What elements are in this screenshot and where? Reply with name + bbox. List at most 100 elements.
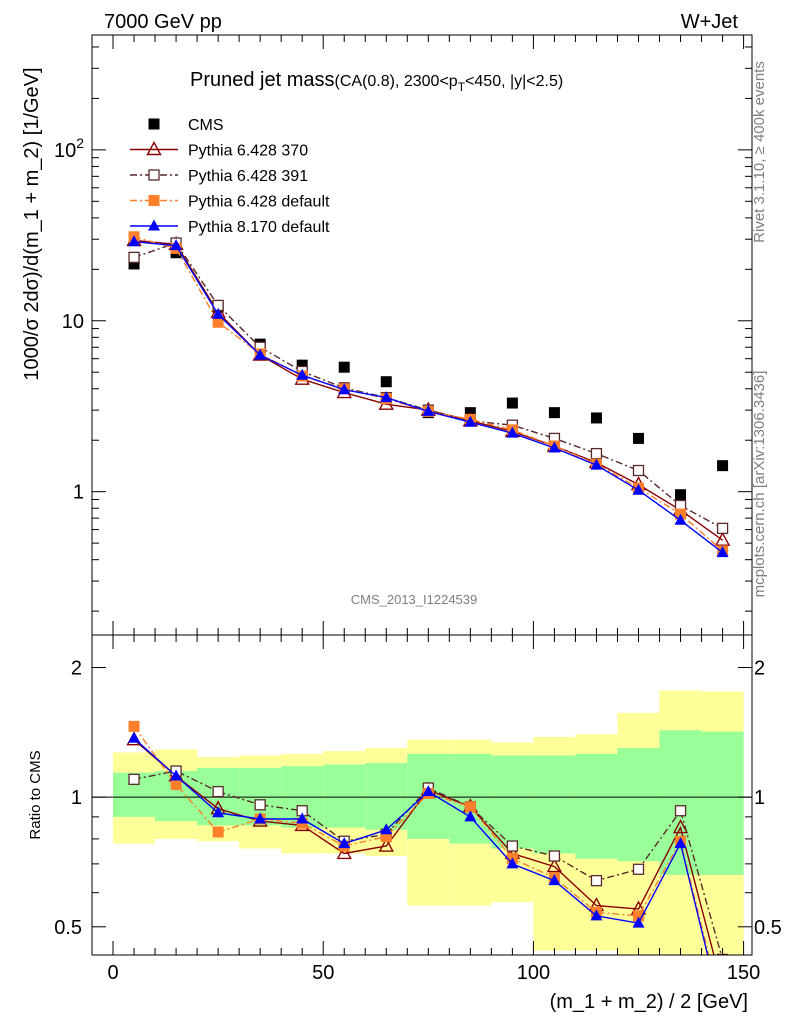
- ratio-y-tick-label-right: 0.5: [754, 917, 782, 939]
- ratio-band-inner: [365, 763, 408, 830]
- ratio-data-point: [338, 837, 351, 849]
- main-y-tick-label: 102: [54, 135, 84, 162]
- main-series-line: [133, 239, 724, 541]
- ratio-data-point: [212, 785, 224, 798]
- legend-label: Pythia 6.428 default: [188, 194, 330, 211]
- ratio-data-point: [674, 805, 687, 817]
- ratio-x-tick-label: 50: [312, 962, 334, 984]
- main-data-point: [338, 383, 351, 395]
- ratio-data-point: [212, 826, 224, 838]
- ratio-data-point: [506, 840, 519, 852]
- ratio-band-inner: [533, 755, 576, 854]
- legend-item: CMS: [148, 117, 224, 134]
- main-data-point: [716, 546, 729, 558]
- ratio-y-tick-label: 1: [71, 787, 82, 809]
- ratio-bands: [113, 690, 744, 955]
- ratio-data-point: [170, 779, 182, 791]
- ratio-data-point: [254, 799, 266, 811]
- main-series-cms: [128, 247, 729, 501]
- ratio-data-point: [632, 910, 644, 922]
- ratio-data-point: [380, 823, 393, 835]
- main-data-point: [632, 464, 645, 477]
- ratio-data-point: [128, 773, 140, 785]
- ratio-y-tick-label: 2: [71, 658, 82, 680]
- legend-item: Pythia 8.170 default: [130, 219, 330, 236]
- main-data-point: [548, 407, 560, 419]
- main-y-tick-label-exponent: 2: [76, 135, 84, 151]
- ratio-data-point: [546, 858, 563, 873]
- ratio-xlabel: (m_1 + m_2) / 2 [GeV]: [550, 991, 748, 1013]
- ratio-data-point: [422, 785, 435, 797]
- main-data-point: [296, 359, 308, 371]
- main-data-point: [590, 412, 602, 424]
- plot-title: Pruned jet mass(CA(0.8), 2300<pT<450, |y…: [190, 69, 563, 94]
- main-data-point: [296, 368, 309, 380]
- side-events-label: Rivet 3.1.10, ≥ 400k events: [751, 61, 768, 243]
- ratio-band-inner: [701, 731, 744, 875]
- ratio-y-tick-label: 0.5: [54, 917, 82, 939]
- legend-marker: [148, 118, 160, 130]
- ratio-data-point: [170, 769, 183, 781]
- ratio-data-point: [128, 731, 141, 743]
- main-data-point: [338, 361, 350, 373]
- main-series-line: [133, 242, 723, 530]
- ratio-data-point: [254, 812, 267, 824]
- ratio-series-pythia-8-170-default: [128, 731, 709, 955]
- main-data-point: [590, 447, 603, 460]
- ratio-data-point: [506, 857, 519, 869]
- main-data-point: [170, 239, 183, 251]
- ratio-data-point: [378, 837, 394, 852]
- ratio-data-point: [128, 720, 140, 732]
- main-data-point: [464, 415, 477, 427]
- main-data-point: [714, 531, 731, 546]
- legend-item: Pythia 6.428 370: [130, 141, 308, 160]
- ratio-data-point: [672, 819, 689, 834]
- side-source-label: mcplots.cern.ch [arXiv:1306.3436]: [751, 371, 768, 598]
- legend-marker: [148, 219, 160, 231]
- energy-label: 7000 GeV pp: [104, 11, 222, 33]
- main-y-tick-label: 1: [73, 482, 84, 504]
- main-data-point: [212, 316, 224, 328]
- main-series-pythia-6-428-370: [126, 232, 731, 546]
- ratio-data-point: [548, 850, 561, 862]
- ratio-data-point: [590, 874, 603, 887]
- main-data-point: [674, 513, 687, 525]
- ratio-data-point: [296, 812, 309, 824]
- ratio-data-point: [632, 916, 645, 928]
- legend-marker: [146, 141, 162, 156]
- main-data-point: [506, 426, 519, 438]
- main-data-point: [128, 251, 140, 264]
- main-data-point: [128, 235, 141, 247]
- main-y-tick-label: 10: [62, 311, 84, 333]
- ratio-band-inner: [323, 764, 366, 828]
- main-data-point: [717, 460, 729, 472]
- legend-item: Pythia 6.428 391: [130, 168, 308, 185]
- main-data-point: [548, 441, 561, 453]
- ratio-x-tick-label: 100: [517, 962, 550, 984]
- legend-label: Pythia 6.428 391: [188, 168, 308, 185]
- main-data-point: [128, 258, 140, 270]
- main-data-point: [254, 348, 267, 360]
- ratio-y-tick-label-right: 2: [754, 658, 765, 680]
- main-data-point: [590, 458, 603, 470]
- main-data-point: [422, 404, 435, 416]
- main-ylabel: 1000/σ 2dσ)/d(m_1 + m_2) [1/GeV]: [21, 67, 43, 380]
- main-series-line: [133, 241, 724, 554]
- legend-marker: [148, 169, 160, 181]
- main-data-point: [675, 489, 687, 501]
- main-data-point: [632, 432, 644, 444]
- ratio-data-point: [464, 810, 477, 822]
- main-panel: 1 10 102: [54, 34, 753, 636]
- main-data-point: [716, 522, 729, 535]
- ratio-y-tick-label-right: 1: [754, 787, 765, 809]
- analysis-id: CMS_2013_I1224539: [351, 592, 478, 607]
- main-series-line: [133, 236, 724, 552]
- ratio-x-tick-label: 150: [727, 962, 760, 984]
- ratio-band-inner: [575, 753, 618, 859]
- ratio-x-tick-label: 0: [107, 962, 118, 984]
- ratio-data-point: [464, 801, 476, 813]
- ratio-data-point: [674, 837, 687, 849]
- legend-label: Pythia 6.428 370: [188, 143, 308, 160]
- main-data-point: [380, 376, 392, 388]
